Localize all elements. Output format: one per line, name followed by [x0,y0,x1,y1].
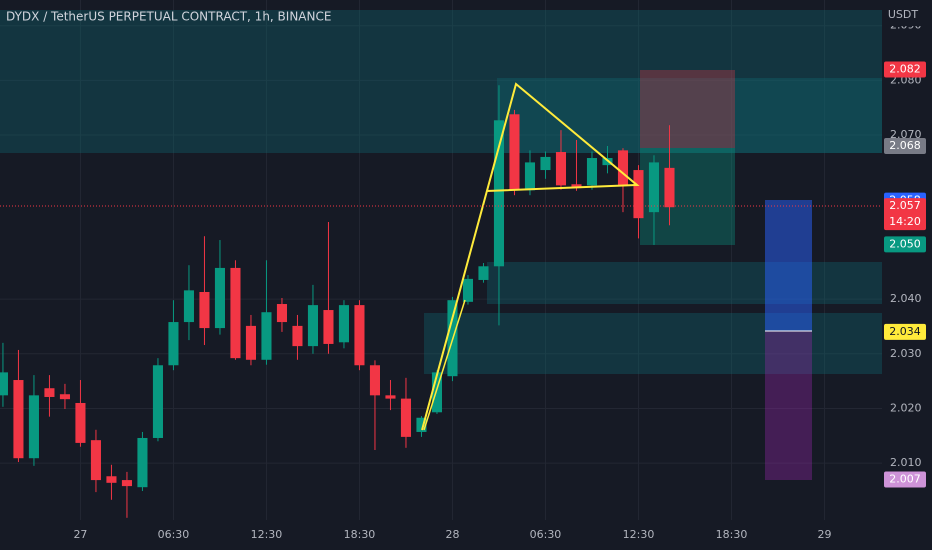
price-badge-label: 2.057 [889,199,921,212]
candle-body [369,365,381,396]
candle-body [75,402,86,443]
price-badge-label: 2.068 [889,139,921,152]
candle-body [338,305,350,343]
price-badge [884,323,926,340]
candle-body [168,322,179,366]
candle-body [323,310,334,344]
currency: USDT [888,8,919,21]
currency-bg [882,4,932,26]
candle-body [106,476,117,483]
y-tick-label: 2.040 [890,292,922,305]
y-tick-label: 2.020 [890,401,922,414]
candle-body [571,184,582,189]
x-tick-label: 12:30 [251,528,283,541]
chart-title: DYDX / TetherUS PERPETUAL CONTRACT, 1h, … [6,10,331,24]
candle-body [44,388,55,397]
axes: 2.0102.0202.0302.0402.0702.0802.0902706:… [73,19,926,541]
price-axis [882,0,932,550]
candle-body [245,325,256,360]
candle-body [648,162,660,213]
candle-body [183,290,194,323]
candle-body [137,437,148,488]
price-badge-label: 2.082 [889,62,921,75]
x-tick-label: 27 [73,528,87,541]
x-tick-label: 18:30 [716,528,748,541]
candle-body [307,305,319,347]
x-tick-label: 29 [817,528,831,541]
candle-body [617,150,629,186]
stop-zone [640,70,735,148]
price-badge [884,471,926,488]
candle-body [28,395,39,459]
y-tick-label: 2.010 [890,456,922,469]
price-badge [884,137,926,154]
candle-body [261,312,272,360]
triangle-pattern [421,82,640,431]
candle-body [13,380,24,459]
price-badge-label: 2.050 [889,237,921,250]
candles [0,85,675,518]
candle-body [586,158,598,186]
price-badge-label: 2.007 [889,473,921,486]
candle-body [416,417,427,432]
candle-body [276,304,287,323]
y-tick-label: 2.070 [890,128,922,141]
candle-body [0,372,8,396]
y-tick-label: 2.030 [890,347,922,360]
candle-body [540,156,551,171]
candle-body [292,325,303,347]
x-tick-label: 18:30 [344,528,376,541]
x-tick-label: 06:30 [530,528,562,541]
candle-body [199,291,210,329]
time-axis [0,520,882,550]
candle-body [354,305,365,366]
candle-body [214,267,225,329]
candle-body [524,162,536,191]
candle-body [59,394,70,400]
candle-body [431,372,443,413]
x-tick-label: 06:30 [158,528,190,541]
x-tick-label: 28 [445,528,459,541]
range-up [765,200,812,331]
candle-body [493,120,505,267]
candle-body [90,440,101,481]
candle-body [555,152,567,186]
price-badge [884,198,926,231]
x-tick-label: 12:30 [623,528,655,541]
candle-body [152,365,163,438]
price-badge [884,236,926,253]
candle-body [478,266,489,280]
candle-body [385,395,396,399]
zone [424,313,882,374]
price-badge [884,61,926,78]
candle-body [121,480,132,487]
candle-body [509,114,520,191]
candle-body [633,170,644,219]
trend-line [423,299,466,431]
zone [487,262,882,304]
candle-body [230,267,241,359]
candle-body [400,398,412,437]
candle-body [462,278,474,302]
countdown: 14:20 [889,215,921,228]
price-badge-label: 2.034 [889,325,921,338]
zone [0,10,882,153]
candle-body [664,167,675,208]
range-down [765,331,812,480]
